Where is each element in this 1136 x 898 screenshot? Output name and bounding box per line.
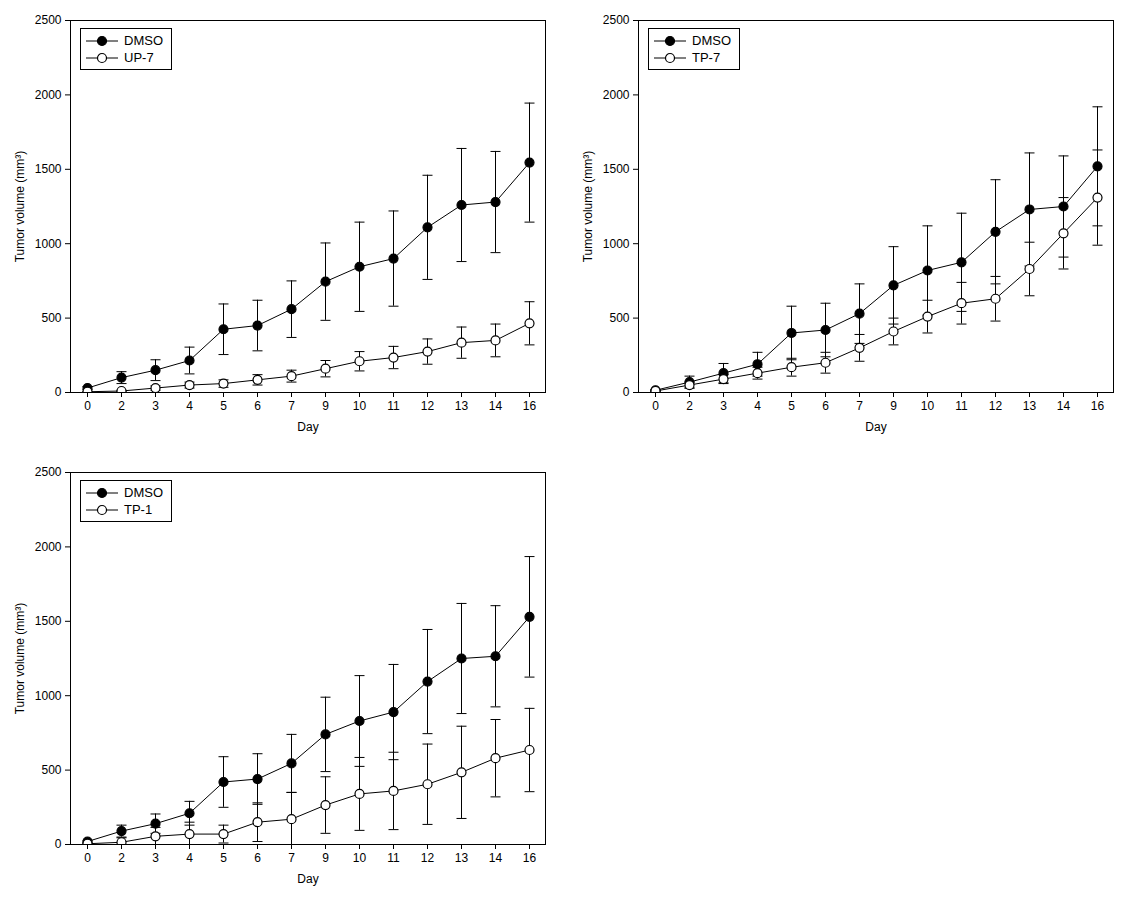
svg-text:11: 11 xyxy=(387,851,400,865)
svg-text:0: 0 xyxy=(55,837,62,851)
svg-text:5: 5 xyxy=(220,399,227,413)
svg-text:500: 500 xyxy=(609,311,629,325)
svg-text:6: 6 xyxy=(822,399,829,413)
svg-text:16: 16 xyxy=(523,851,537,865)
svg-text:3: 3 xyxy=(720,399,727,413)
svg-text:14: 14 xyxy=(489,851,503,865)
svg-text:2500: 2500 xyxy=(35,13,62,27)
svg-text:2: 2 xyxy=(118,399,125,413)
svg-text:7: 7 xyxy=(288,851,295,865)
html-text:TP-7: TP-7 xyxy=(692,50,721,65)
svg-text:6: 6 xyxy=(254,399,261,413)
svg-text:2000: 2000 xyxy=(35,540,62,554)
svg-text:11: 11 xyxy=(955,399,968,413)
svg-text:9: 9 xyxy=(890,399,897,413)
svg-text:0: 0 xyxy=(652,399,659,413)
svg-text:2: 2 xyxy=(686,399,693,413)
svg-text:1000: 1000 xyxy=(603,237,630,251)
svg-text:Day: Day xyxy=(865,420,886,434)
svg-text:1000: 1000 xyxy=(35,237,62,251)
svg-text:Day: Day xyxy=(297,420,318,434)
svg-text:500: 500 xyxy=(41,311,61,325)
svg-text:2: 2 xyxy=(118,851,125,865)
svg-text:6: 6 xyxy=(254,851,261,865)
svg-text:13: 13 xyxy=(455,399,469,413)
svg-text:12: 12 xyxy=(421,399,435,413)
svg-text:Day: Day xyxy=(297,872,318,886)
svg-text:Tumor volume (mm³): Tumor volume (mm³) xyxy=(13,151,27,263)
svg-text:13: 13 xyxy=(455,851,469,865)
svg-text:2000: 2000 xyxy=(35,88,62,102)
svg-text:Tumor volume (mm³): Tumor volume (mm³) xyxy=(581,151,595,263)
html-text:DMSO: DMSO xyxy=(692,33,731,48)
svg-text:1000: 1000 xyxy=(35,689,62,703)
svg-text:2500: 2500 xyxy=(603,13,630,27)
html-text:DMSO: DMSO xyxy=(124,33,163,48)
svg-text:7: 7 xyxy=(856,399,863,413)
svg-text:3: 3 xyxy=(152,851,159,865)
svg-text:14: 14 xyxy=(1057,399,1071,413)
svg-text:2500: 2500 xyxy=(35,465,62,479)
html-text:TP-1: TP-1 xyxy=(124,502,153,517)
svg-text:0: 0 xyxy=(55,385,62,399)
svg-text:12: 12 xyxy=(989,399,1003,413)
svg-text:16: 16 xyxy=(523,399,537,413)
svg-text:16: 16 xyxy=(1091,399,1105,413)
html-text:DMSO: DMSO xyxy=(124,485,163,500)
svg-text:4: 4 xyxy=(186,399,193,413)
svg-text:7: 7 xyxy=(288,399,295,413)
svg-text:11: 11 xyxy=(387,399,400,413)
svg-text:5: 5 xyxy=(220,851,227,865)
svg-text:14: 14 xyxy=(489,399,503,413)
svg-text:12: 12 xyxy=(421,851,435,865)
svg-text:500: 500 xyxy=(41,763,61,777)
svg-text:9: 9 xyxy=(322,399,329,413)
svg-text:4: 4 xyxy=(754,399,761,413)
svg-text:3: 3 xyxy=(152,399,159,413)
svg-text:1500: 1500 xyxy=(603,162,630,176)
svg-text:9: 9 xyxy=(322,851,329,865)
svg-text:10: 10 xyxy=(921,399,935,413)
svg-text:1500: 1500 xyxy=(35,162,62,176)
svg-text:5: 5 xyxy=(788,399,795,413)
svg-text:10: 10 xyxy=(353,851,367,865)
svg-text:13: 13 xyxy=(1023,399,1037,413)
svg-text:0: 0 xyxy=(84,851,91,865)
svg-text:0: 0 xyxy=(84,399,91,413)
html-text:UP-7: UP-7 xyxy=(124,50,154,65)
svg-text:1500: 1500 xyxy=(35,614,62,628)
svg-text:10: 10 xyxy=(353,399,367,413)
svg-text:Tumor volume (mm³): Tumor volume (mm³) xyxy=(13,603,27,715)
svg-text:2000: 2000 xyxy=(603,88,630,102)
svg-text:4: 4 xyxy=(186,851,193,865)
svg-text:0: 0 xyxy=(623,385,630,399)
